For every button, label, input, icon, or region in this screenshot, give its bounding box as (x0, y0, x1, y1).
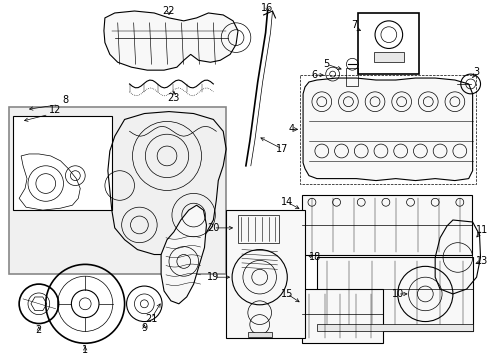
Text: 21: 21 (145, 314, 157, 324)
Bar (373, 53, 403, 62)
Text: 22: 22 (163, 6, 175, 16)
Text: 3: 3 (472, 67, 479, 77)
Text: 13: 13 (475, 256, 488, 266)
Text: 16: 16 (261, 3, 273, 13)
Text: 6: 6 (311, 70, 317, 80)
Bar (346, 68, 358, 86)
Text: 19: 19 (207, 272, 219, 282)
Polygon shape (104, 11, 238, 70)
Text: 10: 10 (391, 289, 403, 299)
Bar (247, 332, 271, 337)
Bar (316, 257, 472, 332)
Text: 4: 4 (287, 124, 294, 134)
Bar (238, 215, 279, 243)
Text: 15: 15 (281, 289, 293, 299)
Bar (316, 324, 472, 332)
Text: 8: 8 (62, 95, 68, 105)
Bar (358, 13, 419, 74)
Text: 7: 7 (350, 20, 357, 30)
Bar (226, 210, 305, 338)
Text: 5: 5 (323, 59, 329, 69)
Text: 11: 11 (475, 225, 488, 235)
Bar (300, 75, 475, 184)
Text: 23: 23 (167, 93, 180, 103)
Polygon shape (303, 78, 472, 181)
Bar (13, 117, 112, 210)
Bar (302, 195, 471, 255)
Text: 1: 1 (82, 345, 88, 355)
Text: 12: 12 (49, 105, 61, 114)
Text: 18: 18 (308, 252, 320, 262)
Text: 17: 17 (276, 144, 288, 154)
Text: 14: 14 (281, 197, 293, 207)
Bar (302, 289, 382, 343)
Bar (9, 107, 226, 274)
Polygon shape (161, 205, 206, 304)
Text: 2: 2 (36, 325, 42, 336)
Text: 9: 9 (141, 323, 147, 333)
Text: 20: 20 (207, 223, 219, 233)
